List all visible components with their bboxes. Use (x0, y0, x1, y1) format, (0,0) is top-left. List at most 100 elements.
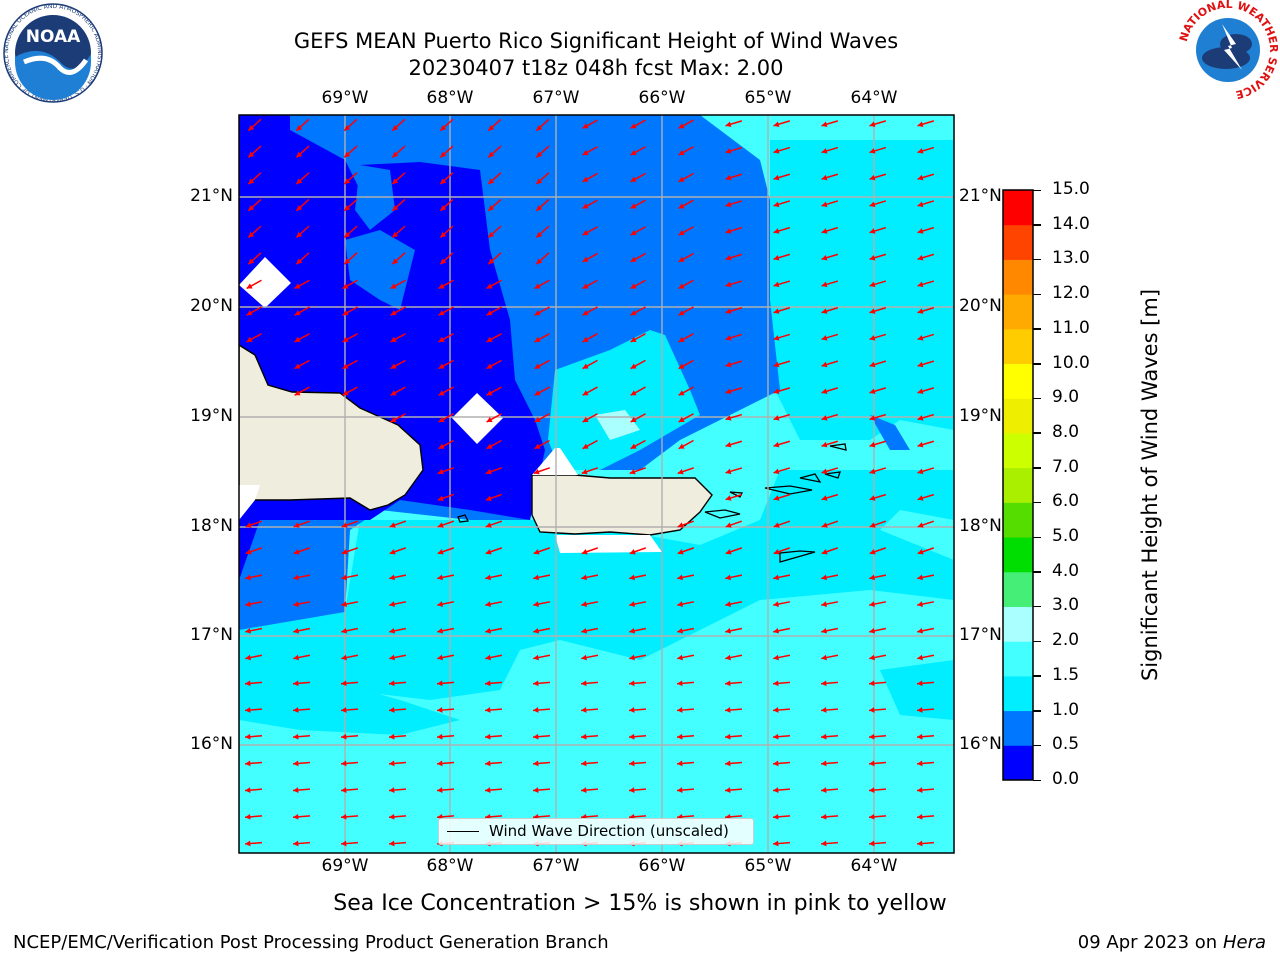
wind-wave-arrowhead (485, 733, 491, 740)
wind-wave-arrowhead (485, 654, 491, 661)
colorbar-tick-label: 1.0 (1052, 699, 1080, 720)
wind-wave-arrowhead (725, 549, 732, 555)
wind-wave-arrowhead (869, 654, 875, 661)
wind-wave-arrowhead (869, 388, 876, 394)
wind-wave-arrowhead (341, 549, 348, 555)
colorbar (1002, 189, 1034, 781)
wind-wave-arrowhead (245, 574, 251, 581)
colorbar-tick-label: 11.0 (1052, 317, 1090, 338)
wind-wave-arrowhead (438, 310, 445, 316)
wind-wave-arrowhead (821, 441, 828, 448)
colorbar-segment (1003, 710, 1033, 746)
colorbar-tick-mark (1033, 605, 1041, 608)
colorbar-tick-mark (1033, 258, 1041, 261)
colorbar-segment (1003, 606, 1033, 642)
colorbar-tick-mark (1033, 467, 1041, 469)
wind-wave-arrowhead (389, 813, 395, 820)
wind-wave-arrowhead (390, 310, 397, 316)
wind-wave-arrowhead (582, 416, 589, 422)
wind-wave-arrowhead (437, 627, 443, 634)
wind-wave-arrowhead (534, 283, 541, 289)
wind-wave-arrowhead (437, 549, 444, 555)
wind-wave-arrowhead (582, 336, 589, 342)
wind-wave-arrowhead (389, 840, 395, 847)
wind-wave-arrowhead (389, 522, 396, 528)
wind-wave-arrowhead (341, 654, 347, 661)
wind-wave-arrowhead (725, 601, 731, 607)
wind-wave-arrowhead (392, 178, 399, 185)
lon-tick-top: 66°W (638, 88, 686, 108)
wind-wave-arrowhead (869, 733, 875, 740)
wind-wave-arrowhead (678, 443, 685, 449)
wind-wave-arrowhead (773, 281, 780, 288)
wind-wave-arrowhead (485, 549, 492, 555)
wind-wave-arrowhead (630, 363, 637, 369)
wind-wave-arrowhead (438, 336, 445, 342)
wind-wave-arrowhead (437, 760, 443, 767)
wind-wave-arrowhead (821, 495, 828, 501)
hispaniola-land (239, 344, 424, 511)
wind-wave-arrowhead (917, 148, 924, 154)
colorbar-tick-label: 0.0 (1052, 769, 1080, 789)
wind-wave-arrowhead (533, 627, 539, 634)
wind-wave-arrowhead (392, 258, 399, 265)
colorbar-segment (1003, 398, 1033, 434)
wind-wave-arrowhead (725, 335, 732, 341)
wind-wave-arrowhead (725, 388, 732, 394)
lon-tick-bottom: 68°W (426, 856, 474, 876)
colorbar-tick-label: 4.0 (1052, 560, 1080, 581)
wind-wave-arrowhead (773, 787, 779, 793)
wind-wave-arrowhead (773, 441, 780, 448)
wind-wave-arrowhead (341, 680, 347, 687)
wind-wave-arrowhead (917, 441, 924, 448)
wind-wave-arrowhead (821, 760, 827, 767)
colorbar-segment (1003, 432, 1033, 469)
wind-wave-arrowhead (725, 174, 732, 181)
wind-wave-arrowhead (534, 416, 541, 422)
wind-wave-arrowhead (293, 574, 299, 581)
wind-wave-arrowhead (725, 281, 732, 288)
wind-wave-arrowhead (485, 787, 491, 793)
wind-wave-arrowhead (293, 813, 299, 820)
wind-wave-arrowhead (389, 574, 395, 581)
wind-wave-arrowhead (630, 123, 637, 129)
wind-wave-arrowhead (725, 707, 731, 713)
wind-wave-arrowhead (294, 363, 301, 369)
wind-wave-arrowhead (488, 125, 495, 131)
lat-tick-left: 18°N (190, 516, 233, 536)
wind-wave-arrowhead (869, 228, 876, 234)
wind-wave-arrowhead (869, 201, 876, 208)
wind-wave-arrowhead (245, 707, 251, 713)
wind-wave-arrowhead (533, 680, 539, 687)
wind-wave-arrowhead (342, 363, 349, 369)
wind-wave-arrowhead (341, 627, 347, 634)
wind-wave-arrowhead (869, 468, 876, 475)
wind-wave-arrowhead (677, 707, 683, 713)
wind-wave-arrowhead (533, 787, 539, 793)
wind-wave-arrowhead (534, 336, 541, 342)
wind-wave-arrowhead (296, 151, 303, 158)
wind-wave-arrowhead (533, 707, 539, 713)
wind-wave-arrowhead (869, 840, 875, 847)
wind-wave-arrowhead (869, 335, 876, 341)
wind-wave-arrowhead (485, 601, 491, 607)
wind-wave-arrowhead (677, 680, 683, 687)
wind-wave-arrowhead (678, 256, 685, 262)
wind-wave-arrowhead (581, 733, 587, 740)
wind-wave-arrowhead (533, 468, 540, 475)
wind-wave-arrowhead (678, 149, 685, 155)
wind-wave-arrowhead (296, 178, 303, 185)
wind-wave-arrowhead (917, 335, 924, 341)
wind-wave-arrowhead (486, 443, 493, 449)
wind-wave-arrowhead (296, 125, 303, 131)
wind-wave-arrowhead (248, 178, 255, 185)
wind-wave-arrowhead (917, 574, 923, 581)
colorbar-segment (1003, 537, 1033, 573)
wind-wave-arrowhead (486, 283, 493, 289)
wind-wave-arrowhead (582, 443, 589, 449)
wind-wave-arrowhead (389, 760, 395, 767)
wind-wave-arrowhead (581, 627, 587, 634)
lon-tick-bottom: 66°W (638, 856, 686, 876)
wind-wave-arrowhead (773, 174, 780, 181)
colorbar-segment (1003, 328, 1033, 365)
